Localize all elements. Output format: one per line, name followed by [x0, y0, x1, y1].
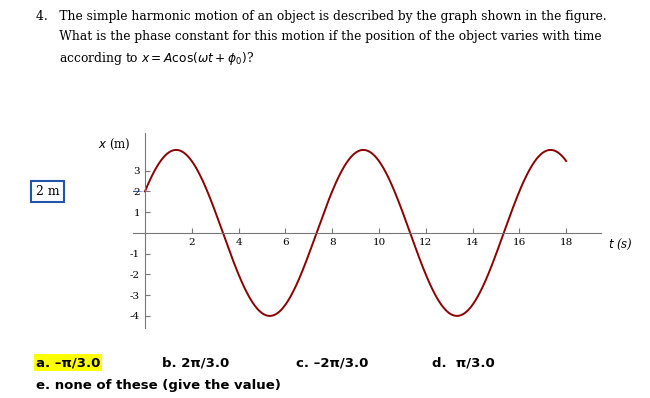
Text: e. none of these (give the value): e. none of these (give the value)	[36, 379, 281, 392]
Text: b. 2π/3.0: b. 2π/3.0	[162, 356, 229, 369]
Text: c. –2π/3.0: c. –2π/3.0	[296, 356, 368, 369]
Text: d.  π/3.0: d. π/3.0	[432, 356, 495, 369]
Text: $x$ (m): $x$ (m)	[98, 137, 131, 152]
Text: 4.   The simple harmonic motion of an object is described by the graph shown in : 4. The simple harmonic motion of an obje…	[36, 10, 606, 23]
Text: a. –π/3.0: a. –π/3.0	[36, 356, 100, 369]
Text: 2 m: 2 m	[36, 185, 59, 198]
Polygon shape	[70, 187, 145, 196]
Text: $t$ (s): $t$ (s)	[608, 237, 633, 252]
Text: What is the phase constant for this motion if the position of the object varies : What is the phase constant for this moti…	[36, 30, 601, 43]
Text: according to $x = A\cos(\omega t + \phi_0)$?: according to $x = A\cos(\omega t + \phi_…	[36, 50, 254, 67]
